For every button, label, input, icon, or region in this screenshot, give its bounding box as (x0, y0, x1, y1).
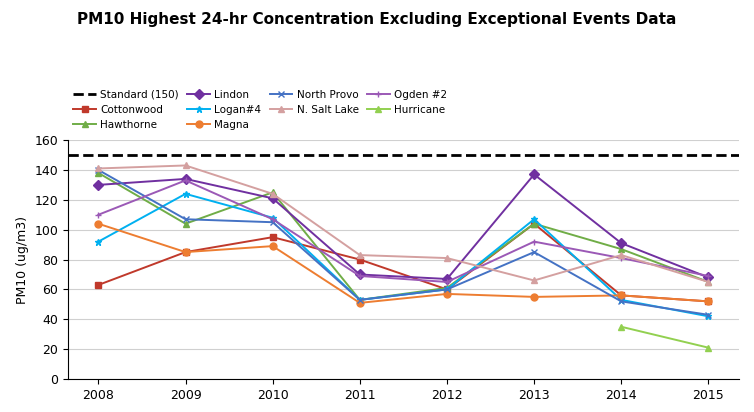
Hurricane (617, 324, 626, 329)
Hawthorne (268, 190, 277, 195)
Hawthorne (617, 247, 626, 252)
Logan#4 (617, 297, 626, 302)
Magna (704, 299, 713, 304)
Magna (181, 250, 190, 255)
Magna (617, 293, 626, 298)
Lindon (93, 183, 103, 187)
Logan#4 (268, 215, 277, 220)
Logan#4 (443, 287, 452, 292)
Magna (93, 221, 103, 226)
Magna (529, 295, 538, 300)
Ogden #2 (181, 178, 190, 183)
Cottonwood (268, 235, 277, 240)
North Provo (443, 287, 452, 292)
Hawthorne (93, 171, 103, 176)
N. Salt Lake (93, 166, 103, 171)
Cottonwood (704, 299, 713, 304)
North Provo (355, 297, 364, 302)
Cottonwood (617, 293, 626, 298)
Line: Lindon: Lindon (95, 171, 712, 283)
Y-axis label: PM10 (ug/m3): PM10 (ug/m3) (16, 215, 29, 304)
Lindon (268, 196, 277, 201)
Line: Cottonwood: Cottonwood (95, 220, 712, 305)
Hawthorne (529, 221, 538, 226)
Cottonwood (355, 257, 364, 262)
Lindon (355, 272, 364, 277)
Text: PM10 Highest 24-hr Concentration Excluding Exceptional Events Data: PM10 Highest 24-hr Concentration Excludi… (78, 12, 676, 27)
Lindon (704, 275, 713, 280)
Line: Logan#4: Logan#4 (95, 190, 712, 320)
Line: Hurricane: Hurricane (618, 323, 712, 351)
Logan#4 (93, 239, 103, 244)
N. Salt Lake (443, 255, 452, 260)
Line: Magna: Magna (95, 220, 712, 307)
Lindon (181, 176, 190, 181)
Hurricane (704, 345, 713, 350)
Line: Ogden #2: Ogden #2 (95, 177, 712, 286)
Hawthorne (443, 286, 452, 290)
N. Salt Lake (529, 278, 538, 283)
Logan#4 (355, 297, 364, 302)
North Provo (617, 299, 626, 304)
Magna (443, 291, 452, 296)
Lindon (529, 172, 538, 177)
N. Salt Lake (617, 253, 626, 258)
Ogden #2 (93, 212, 103, 217)
North Provo (268, 220, 277, 225)
Logan#4 (529, 217, 538, 222)
Logan#4 (181, 191, 190, 197)
Ogden #2 (268, 217, 277, 222)
North Provo (93, 168, 103, 173)
Hawthorne (355, 297, 364, 302)
Magna (268, 243, 277, 248)
N. Salt Lake (268, 191, 277, 197)
Ogden #2 (529, 239, 538, 244)
Line: N. Salt Lake: N. Salt Lake (95, 162, 712, 286)
N. Salt Lake (181, 163, 190, 168)
Ogden #2 (355, 274, 364, 279)
Cottonwood (529, 221, 538, 226)
Cottonwood (181, 250, 190, 255)
N. Salt Lake (704, 279, 713, 284)
N. Salt Lake (355, 253, 364, 258)
Line: Hawthorne: Hawthorne (95, 169, 712, 303)
Magna (355, 300, 364, 305)
Ogden #2 (617, 255, 626, 260)
Cottonwood (443, 287, 452, 292)
North Provo (704, 312, 713, 317)
Hawthorne (181, 221, 190, 226)
Lindon (617, 241, 626, 246)
Cottonwood (93, 283, 103, 288)
Lindon (443, 276, 452, 281)
Logan#4 (704, 314, 713, 319)
Ogden #2 (704, 274, 713, 279)
North Provo (529, 250, 538, 255)
Legend: Standard (150), Cottonwood, Hawthorne, Lindon, Logan#4, Magna, North Provo, N. S: Standard (150), Cottonwood, Hawthorne, L… (73, 90, 447, 130)
Ogden #2 (443, 279, 452, 284)
North Provo (181, 217, 190, 222)
Line: North Provo: North Provo (95, 166, 712, 318)
Hawthorne (704, 279, 713, 284)
